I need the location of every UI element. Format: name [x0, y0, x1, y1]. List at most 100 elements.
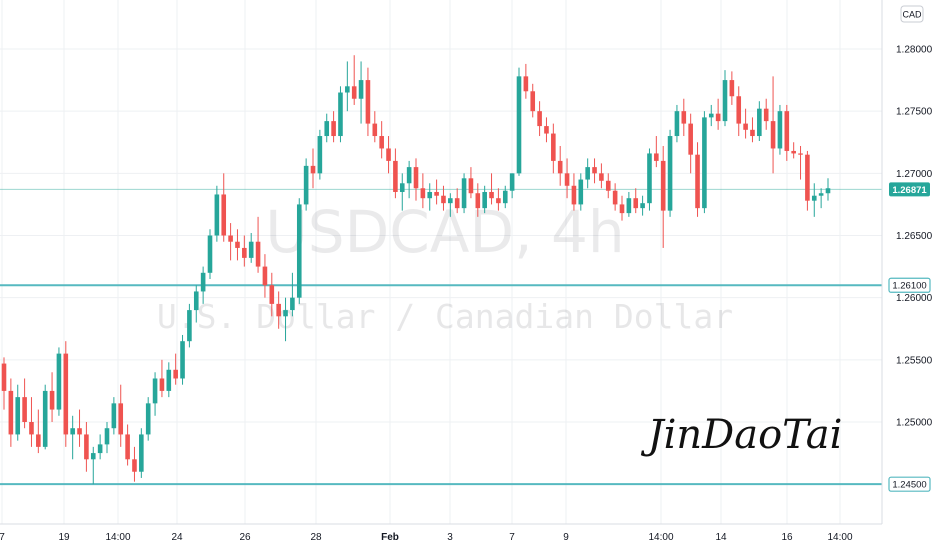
- candle: [193, 285, 199, 323]
- candle-body: [56, 353, 62, 410]
- candle-body: [695, 154, 700, 209]
- candle: [502, 185, 508, 209]
- candle: [187, 303, 192, 348]
- x-tick-label: 28: [310, 532, 322, 543]
- candle-body: [448, 198, 453, 204]
- price-axis[interactable]: 1.28000 1.27500 1.27000 1.26500 1.26000 1.255…: [896, 45, 932, 429]
- candle: [695, 142, 700, 217]
- time-axis[interactable]: 7 19 14:00 24 26 28 Feb 3 7 9 14:00 14 16 14:00: [0, 532, 853, 543]
- candle-body: [681, 111, 687, 124]
- candle: [386, 136, 391, 174]
- candle-body: [619, 204, 625, 214]
- candle-body: [413, 167, 419, 189]
- candle-body: [715, 113, 721, 122]
- candle: [180, 334, 185, 385]
- candle-body: [90, 453, 96, 460]
- candle-body: [132, 459, 137, 472]
- candle: [324, 113, 330, 143]
- candle-body: [70, 428, 75, 435]
- candle: [496, 188, 501, 211]
- candle: [139, 428, 144, 478]
- candle: [530, 83, 536, 118]
- candle-body: [660, 160, 666, 211]
- candle-body: [228, 235, 233, 242]
- candle-body: [750, 129, 755, 137]
- candle: [702, 111, 707, 214]
- candle-body: [468, 178, 474, 194]
- candle: [97, 434, 103, 460]
- candle: [770, 76, 776, 174]
- candle-body: [654, 153, 659, 161]
- candle: [482, 185, 487, 214]
- candle: [578, 173, 584, 211]
- candle-body: [406, 167, 412, 184]
- candle: [825, 178, 831, 201]
- candle-body: [49, 390, 55, 410]
- candle: [667, 129, 673, 217]
- watermark: USDCAD, 4h U.S. Dollar / Canadian Dollar: [157, 198, 733, 336]
- candle: [750, 117, 755, 143]
- candle-body: [214, 194, 220, 236]
- candle-body: [372, 123, 378, 137]
- candles: [1, 55, 831, 485]
- candle: [647, 148, 652, 211]
- candle-body: [180, 341, 185, 379]
- candle-body: [338, 92, 343, 137]
- currency-label[interactable]: CAD: [902, 10, 922, 20]
- x-tick-label: 7: [0, 532, 5, 543]
- level-price-text: 1.24500: [892, 480, 926, 491]
- candle: [420, 173, 426, 209]
- candle: [475, 183, 481, 217]
- candle-body: [702, 117, 707, 209]
- candle: [489, 173, 494, 205]
- candle: [365, 67, 371, 137]
- candle-body: [530, 91, 536, 112]
- candle: [612, 183, 618, 211]
- candle: [434, 179, 439, 205]
- candle: [310, 148, 316, 189]
- candle: [77, 409, 82, 447]
- candle-body: [516, 76, 522, 174]
- x-tick-label: 26: [239, 532, 251, 543]
- candle: [777, 104, 783, 155]
- candle-body: [166, 369, 172, 391]
- candle-body: [482, 191, 487, 209]
- candle: [448, 193, 453, 217]
- candle: [633, 188, 639, 214]
- candle-body: [688, 123, 693, 155]
- candle: [743, 108, 748, 139]
- candle-body: [729, 80, 735, 97]
- candle: [791, 142, 796, 159]
- candle-body: [235, 241, 240, 248]
- candle-body: [571, 185, 577, 205]
- candle-body: [173, 369, 178, 379]
- candle: [351, 55, 357, 105]
- candle-body: [427, 191, 433, 199]
- candle: [248, 233, 254, 263]
- candle-body: [29, 421, 34, 435]
- candle-body: [351, 86, 357, 99]
- level-price-text: 1.26100: [892, 281, 926, 292]
- candle: [104, 421, 110, 454]
- candle: [173, 353, 178, 385]
- candle: [296, 198, 302, 304]
- candle-body: [262, 266, 268, 286]
- x-tick-label: 7: [509, 532, 515, 543]
- candle-body: [331, 121, 336, 137]
- candle-body: [84, 434, 89, 460]
- candle: [283, 297, 288, 342]
- currency-button[interactable]: CAD: [900, 5, 924, 23]
- candle-body: [159, 378, 165, 391]
- candle-body: [461, 178, 467, 209]
- candle: [564, 158, 570, 199]
- candle-body: [708, 113, 714, 118]
- candle: [358, 61, 364, 124]
- candle: [338, 86, 343, 143]
- candle: [1, 357, 7, 410]
- candle-body: [489, 191, 494, 199]
- candle-body: [393, 160, 398, 192]
- candle-body: [551, 133, 556, 161]
- candle: [242, 235, 247, 267]
- candle-body: [825, 188, 831, 194]
